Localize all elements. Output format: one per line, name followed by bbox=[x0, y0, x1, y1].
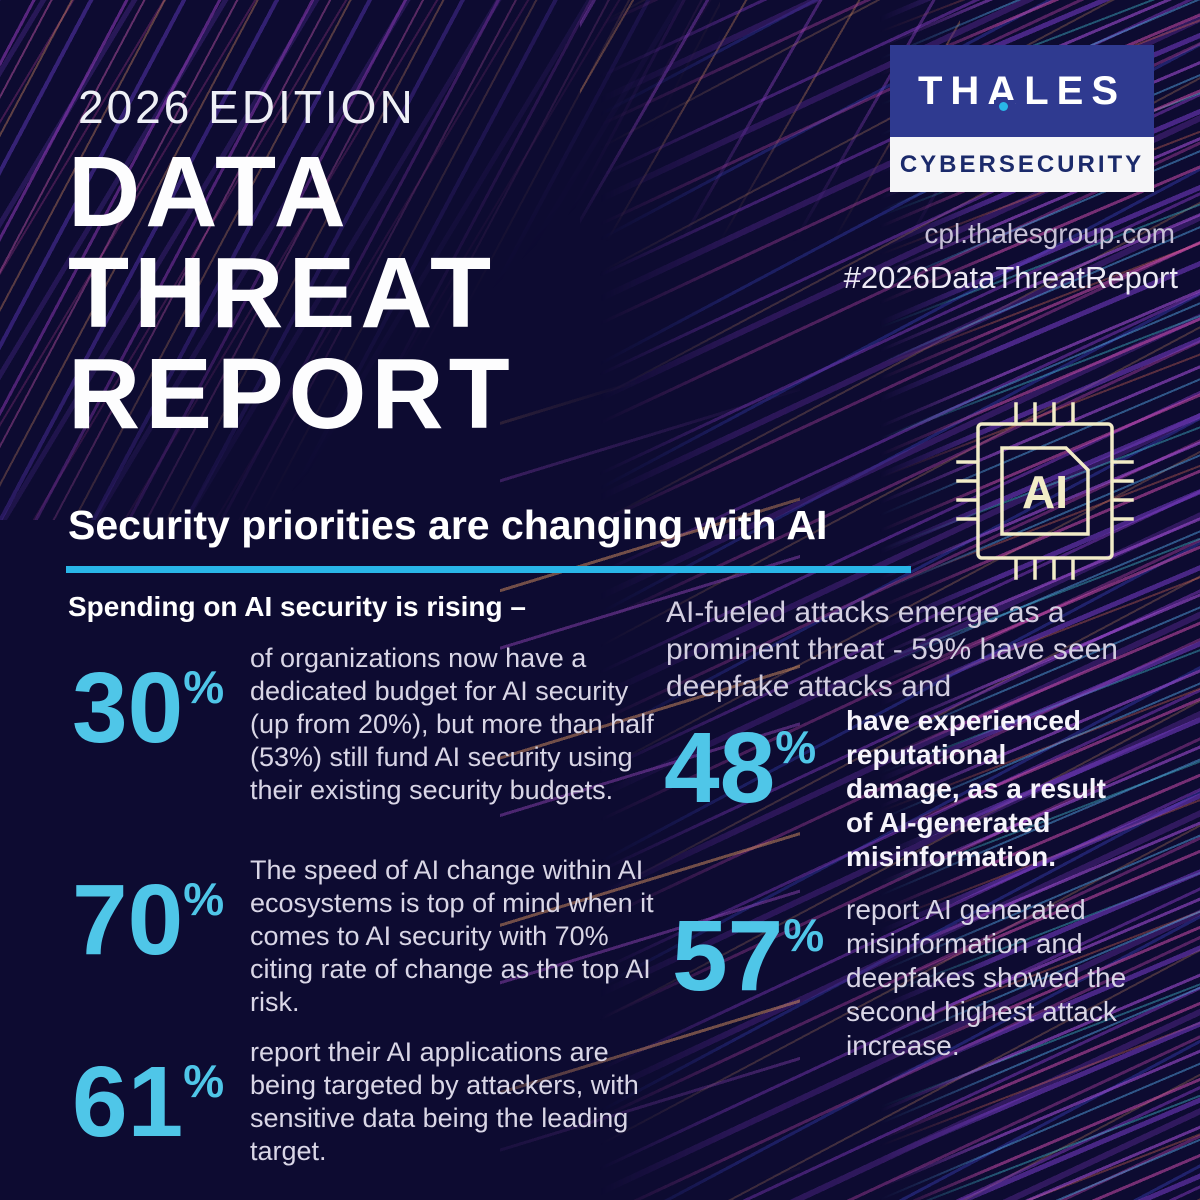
section-heading: Security priorities are changing with AI bbox=[68, 502, 828, 548]
report-title: DATA THREAT REPORT bbox=[68, 142, 515, 445]
campaign-hashtag: #2026DataThreatReport bbox=[843, 260, 1178, 295]
cybersecurity-banner: CYBERSECURITY bbox=[890, 137, 1154, 192]
title-line-threat: THREAT bbox=[68, 237, 497, 349]
website-url: cpl.thalesgroup.com bbox=[924, 218, 1175, 249]
thales-wordmark-pre: TH bbox=[917, 68, 988, 113]
edition-label: 2026 EDITION bbox=[78, 81, 416, 133]
stat-text-57: report AI generated misinformation and d… bbox=[846, 894, 1127, 1061]
ai-chip-icon: AI bbox=[956, 402, 1134, 580]
stat-text-70: The speed of AI change within AI ecosyst… bbox=[250, 855, 654, 1017]
thales-wordmark: TH A LES bbox=[890, 45, 1154, 137]
thales-wordmark-post: LES bbox=[1024, 68, 1126, 113]
stat-value-70: 70% bbox=[72, 864, 225, 977]
percent-sign: % bbox=[183, 873, 225, 925]
stat-value-61: 61% bbox=[72, 1046, 225, 1159]
percent-sign: % bbox=[183, 1055, 225, 1107]
percent-sign: % bbox=[775, 721, 817, 773]
title-line-report: REPORT bbox=[68, 338, 515, 450]
stat-text-30: of organizations now have a dedicated bu… bbox=[250, 643, 654, 805]
heading-underline bbox=[66, 566, 911, 573]
ai-chip-label: AI bbox=[1022, 466, 1068, 518]
thales-a-dot bbox=[998, 101, 1008, 111]
right-column-intro: AI-fueled attacks emerge as a prominent … bbox=[666, 596, 1118, 703]
thales-logo: TH A LES CYBERSECURITY bbox=[890, 45, 1154, 192]
percent-sign: % bbox=[183, 661, 225, 713]
stat-text-48: have experienced reputational damage, as… bbox=[846, 705, 1106, 872]
percent-sign: % bbox=[783, 909, 825, 961]
left-column-intro: Spending on AI security is rising – bbox=[68, 591, 526, 622]
stat-value-48: 48% bbox=[664, 712, 817, 825]
stat-value-57: 57% bbox=[672, 900, 825, 1013]
stat-value-30: 30% bbox=[72, 652, 225, 765]
stat-text-61: report their AI applications are being t… bbox=[250, 1037, 639, 1166]
title-line-data: DATA bbox=[68, 136, 351, 248]
thales-stylized-a: A bbox=[987, 68, 1025, 113]
